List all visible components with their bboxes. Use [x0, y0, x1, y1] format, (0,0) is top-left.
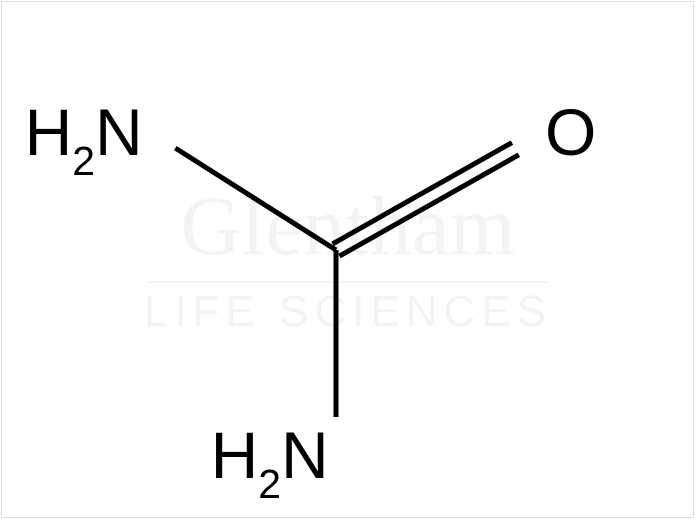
- molecule-bonds: [0, 0, 696, 520]
- atom-label-nh2-top: H2N: [25, 99, 143, 176]
- atom-label-nh2-bottom: H2N: [211, 422, 329, 499]
- atom-label-oxygen: O: [545, 99, 596, 165]
- diagram-canvas: Glentham LIFE SCIENCES H2N H2N O: [0, 0, 696, 520]
